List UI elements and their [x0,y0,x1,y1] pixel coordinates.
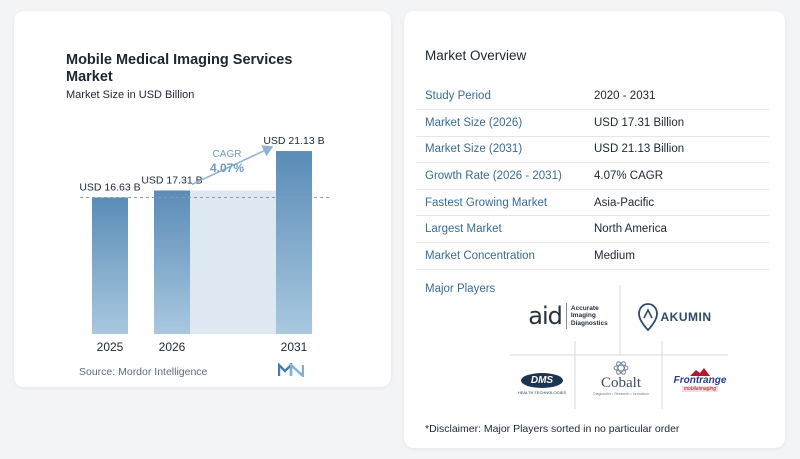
player-logo-aid: aid Accurate Imaging Diagnostics [518,300,618,332]
bar-2026 [154,190,190,334]
dms-text: DMS [520,373,564,388]
frontrange-text: Frontrange [673,375,727,386]
growth-band [190,190,276,334]
data-label-2031: USD 21.13 B [263,135,324,147]
data-label-2025: USD 16.63 B [79,182,140,194]
dms-subtext: HEALTH TECHNOLOGIES [517,390,567,395]
table-row: Market Size (2026) USD 17.31 Billion [416,110,769,137]
player-logo-dms: DMS HEALTH TECHNOLOGIES [512,368,572,400]
player-logo-cobalt: Cobalt Diagnostics • Research • Innovati… [585,354,657,402]
row-key: Market Size (2031) [425,143,523,156]
data-label-2026: USD 17.31 B [141,174,202,186]
mountain-icon [690,368,710,376]
players-grid-lines [510,285,728,409]
row-value: Asia-Pacific [594,196,655,209]
table-row: Largest Market North America [416,216,769,243]
frontrange-subtext: mobileimaging [681,386,719,392]
cagr-label: CAGR [213,149,242,160]
overview-panel [404,11,785,448]
overview-table: Study Period 2020 - 2031 Market Size (202… [416,83,769,270]
row-value: USD 21.13 Billion [594,143,685,156]
row-key: Growth Rate (2026 - 2031) [425,170,562,183]
tick-label-2026: 2026 [159,340,186,354]
aid-divider [565,303,567,329]
player-logo-frontrange: Frontrange mobileimaging [668,364,732,396]
source-note: Source: Mordor Intelligence [79,366,208,378]
cobalt-atom-icon [613,360,629,375]
chart-subtitle: Market Size in USD Billion [66,89,195,101]
aid-logo-text: Accurate Imaging Diagnostics [571,305,608,328]
table-row: Market Concentration Medium [416,243,769,270]
row-key: Market Concentration [425,249,535,262]
aid-line-1: Accurate [570,304,599,312]
akumin-pin-icon [637,303,658,332]
row-key: Largest Market [425,223,502,236]
row-key: Study Period [425,90,491,103]
player-logo-akumin: AKUMIN [628,300,720,334]
aid-line-2: Imaging [570,312,596,320]
cagr-arrow [191,145,274,186]
mordor-logo-icon [278,363,304,377]
major-players-title: Major Players [425,283,496,295]
table-row: Market Size (2031) USD 21.13 Billion [416,136,769,163]
row-value: North America [594,223,667,236]
akumin-text: AKUMIN [660,310,712,324]
aid-line-3: Diagnostics [570,319,608,327]
tick-label-2031: 2031 [281,340,308,354]
cobalt-text: Cobalt [601,374,641,391]
aid-logo-mark: aid [528,302,563,330]
row-key: Fastest Growing Market [425,196,548,209]
row-value: 4.07% CAGR [594,170,664,183]
bar-2031 [276,151,312,334]
table-row: Fastest Growing Market Asia-Pacific [416,189,769,216]
disclaimer: *Disclaimer: Major Players sorted in no … [425,423,680,435]
bar-chart: USD 16.63 B 2025 USD 17.31 B 2026 USD 21.13 … [79,135,330,354]
cobalt-subtext: Diagnostics • Research • Innovation [593,391,649,396]
bar-2025 [92,197,128,334]
row-value: USD 17.31 Billion [594,116,685,129]
overview-title: Market Overview [425,48,527,63]
tick-label-2025: 2025 [97,340,124,354]
chart-title: Mobile Medical Imaging Services Market [66,52,293,85]
table-row: Study Period 2020 - 2031 [416,83,769,110]
row-value: 2020 - 2031 [594,90,656,103]
table-row: Growth Rate (2026 - 2031) 4.07% CAGR [416,163,769,190]
cagr-value: 4.07% [210,161,244,175]
row-value: Medium [594,249,635,262]
row-key: Market Size (2026) [425,116,523,129]
